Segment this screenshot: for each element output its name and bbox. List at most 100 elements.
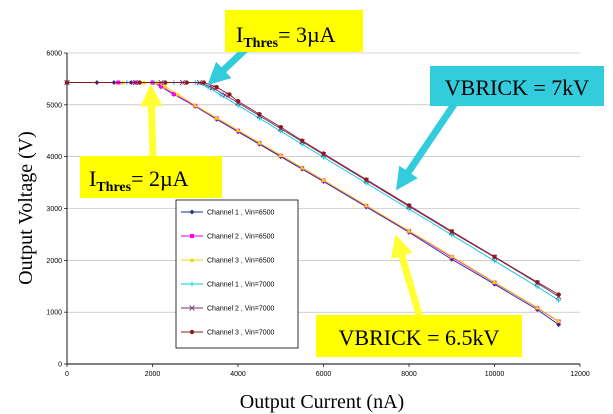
callout-ithres-3ua: IThres= 3µA	[207, 10, 363, 86]
x-tick-label-6: 12000	[570, 371, 590, 378]
legend-swatch-marker-4	[189, 281, 195, 287]
series-6-point-8	[257, 112, 262, 117]
series-3-point-8	[235, 127, 241, 133]
svg-text:IThres= 2µA: IThres= 2µA	[89, 166, 189, 195]
legend-swatch-marker-5	[189, 305, 195, 311]
legend-swatch-marker-6	[189, 329, 195, 335]
series-6	[64, 80, 561, 297]
y-tick-label-0: 0	[58, 362, 62, 369]
callout-ithres-2ua-main: I	[89, 166, 96, 191]
series-6-point-17	[556, 292, 561, 297]
series-6-point-14	[449, 229, 454, 234]
legend-label-4: Channel 1 , Vin=7000	[207, 282, 275, 289]
series-3-point-12	[321, 177, 326, 182]
legend-swatch-marker-3	[189, 257, 195, 262]
series-4-point-9	[278, 128, 284, 134]
series-2-point-5	[171, 91, 176, 96]
callout-ithres-2ua-sub: Thres	[96, 180, 131, 195]
y-tick-label-4: 4000	[46, 154, 62, 161]
callout-arrow-ithres-2ua	[140, 84, 163, 159]
callout-ithres-3ua-main: I	[236, 22, 243, 47]
legend-item-3: Channel 3 , Vin=6500	[181, 258, 275, 265]
x-axis-title: Output Current (nA)	[240, 391, 404, 413]
series-6-point-3	[184, 80, 189, 85]
series-layer	[64, 79, 562, 328]
x-tick-label-3: 6000	[316, 371, 332, 378]
series-3-point-9	[256, 140, 262, 145]
series-6-point-10	[299, 138, 305, 143]
x-tick-label-4: 8000	[401, 371, 417, 378]
callout-box-ithres-3ua	[225, 10, 363, 52]
series-6-point-4	[201, 80, 206, 85]
series-4-point-15	[492, 258, 497, 264]
x-tick-label-5: 10000	[485, 371, 505, 378]
callout-box-vbrick-7kv	[430, 66, 604, 106]
callout-ithres-3ua-sub: Thres	[243, 36, 278, 51]
series-6-point-1	[137, 80, 142, 85]
legend-item-1: Channel 1 , Vin=6500	[181, 210, 275, 217]
series-3-point-17	[534, 305, 540, 310]
x-tick-labels: 0 2000 4000 6000 8000 10000 12000	[65, 364, 590, 378]
callout-vbrick-6-5kv: VBRICK = 6.5kV	[316, 234, 522, 357]
legend-label-6: Channel 3 , Vin=7000	[207, 330, 275, 337]
series-6-point-15	[492, 254, 497, 259]
callout-arrow-ithres-3ua	[207, 45, 250, 86]
series-3-point-14	[406, 228, 412, 233]
y-axis-title: Output Voltage (V)	[15, 131, 37, 285]
legend-item-5: Channel 2 , Vin=7000	[181, 305, 275, 313]
series-6-line	[67, 82, 559, 295]
x-tick-label-0: 0	[65, 371, 69, 378]
series-3-point-16	[492, 279, 497, 285]
series-6-point-9	[278, 124, 283, 130]
y-tick-label-2: 2000	[46, 258, 62, 265]
series-6-point-2	[163, 80, 168, 85]
callout-arrow-vbrick-6-5kv	[391, 234, 424, 319]
series-6-point-7	[235, 99, 241, 104]
callout-box-ithres-2ua	[80, 156, 222, 198]
y-tick-label-6: 6000	[46, 51, 62, 58]
svg-text:IThres= 3µA: IThres= 3µA	[236, 22, 336, 51]
series-3-point-13	[363, 202, 369, 208]
series-4-point-17	[556, 297, 562, 303]
y-tick-labels: 0 1000 2000 3000 4000 5000 6000	[46, 51, 67, 369]
legend-item-4: Channel 1 , Vin=7000	[181, 282, 275, 289]
callout-ithres-3ua-rest: = 3µA	[278, 22, 336, 47]
series-3-point-5	[175, 92, 181, 97]
series-3-point-7	[214, 115, 220, 120]
series-4-point-6	[218, 92, 224, 98]
legend-box	[175, 199, 299, 349]
callout-arrow-vbrick-7kv	[395, 101, 458, 191]
legend-swatch-marker-2	[189, 233, 195, 239]
series-6-point-13	[406, 203, 412, 208]
series-3-point-18	[556, 318, 562, 323]
callout-box-vbrick-6-5kv	[316, 315, 522, 357]
callout-ithres-2ua-rest: = 2µA	[131, 166, 189, 191]
y-tick-label-1: 1000	[46, 310, 62, 317]
x-tick-label-2: 4000	[230, 371, 246, 378]
callout-ithres-2ua: IThres= 2µA	[80, 84, 222, 198]
x-tick-label-1: 2000	[145, 371, 161, 378]
series-3-point-4	[162, 84, 168, 89]
callout-vbrick-7kv-text: VBRICK = 7kV	[445, 75, 590, 100]
series-6-point-12	[364, 177, 369, 182]
series-3-point-11	[299, 165, 305, 170]
callout-vbrick-6-5kv-text: VBRICK = 6.5kV	[339, 325, 500, 350]
y-tick-label-5: 5000	[46, 102, 62, 109]
legend-label-1: Channel 1 , Vin=6500	[207, 210, 275, 217]
series-6-point-16	[535, 279, 540, 285]
y-tick-label-3: 3000	[46, 206, 62, 213]
callout-vbrick-7kv: VBRICK = 7kV	[395, 66, 604, 191]
series-4-point-16	[534, 284, 540, 290]
legend-item-6: Channel 3 , Vin=7000	[181, 330, 275, 337]
legend-item-2: Channel 2 , Vin=6500	[181, 234, 275, 241]
series-6-point-5	[214, 85, 219, 90]
legend-label-3: Channel 3 , Vin=6500	[207, 258, 275, 265]
series-6-point-0	[64, 80, 70, 85]
legend-swatch-marker-1	[189, 209, 195, 215]
legend-label-2: Channel 2 , Vin=6500	[207, 234, 275, 241]
legend-label-5: Channel 2 , Vin=7000	[207, 306, 275, 313]
series-6-point-11	[321, 151, 326, 156]
legend: Channel 1 , Vin=6500 Channel 2 , Vin=6500…	[175, 199, 299, 349]
series-4-point-7	[235, 102, 241, 108]
